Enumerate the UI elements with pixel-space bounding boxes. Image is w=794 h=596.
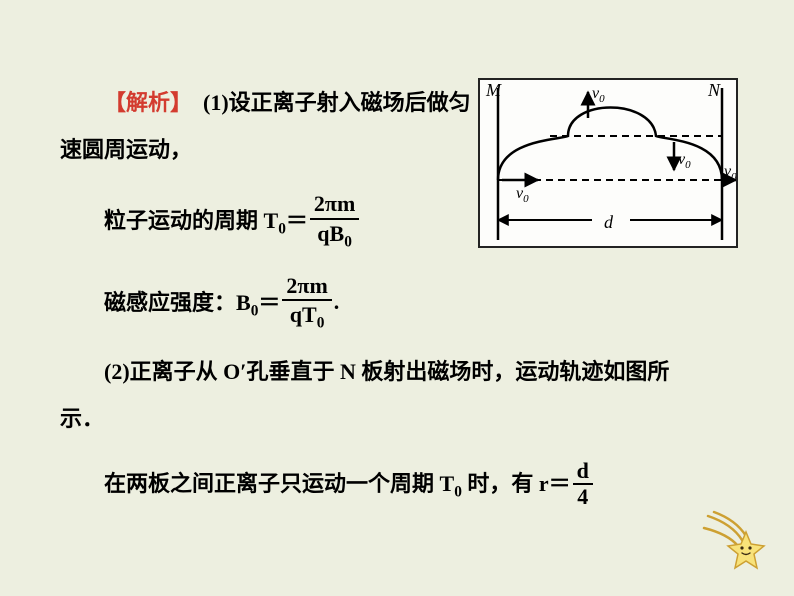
- label-jiexi: 【解析】: [104, 90, 181, 115]
- formula-B0: 磁感应强度：B0＝ 2πm qT0 .: [60, 273, 540, 332]
- line-4: 在两板之间正离子只运动一个周期 T0 时，有 r＝ d 4: [60, 461, 734, 511]
- formula-period: 粒子运动的周期 T0＝ 2πm qB0: [60, 191, 540, 250]
- label-M: M: [485, 80, 502, 100]
- label-d: d: [604, 212, 614, 232]
- star-icon: [702, 510, 766, 574]
- line1a: (1)设正离子射入磁场后做匀: [203, 90, 471, 115]
- line-3: (2)正离子从 O′孔垂直于 N 板射出磁场时，运动轨迹如图所: [60, 354, 734, 389]
- line-3b: 示．: [60, 401, 734, 436]
- label-N: N: [707, 80, 721, 100]
- trajectory-diagram: M N d v0 v0 v0 v0: [478, 78, 738, 248]
- line-1b: 速圆周运动，: [60, 132, 540, 167]
- diagram-svg: M N d v0 v0 v0 v0: [480, 80, 736, 246]
- line-1: 【解析】 (1)设正离子射入磁场后做匀: [60, 85, 540, 120]
